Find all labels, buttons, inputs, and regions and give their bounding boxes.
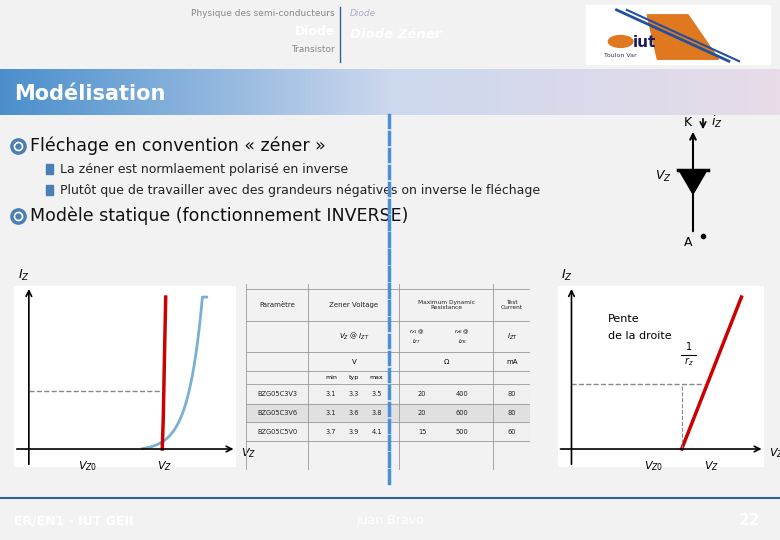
Text: 4.1: 4.1 <box>371 429 382 435</box>
Text: $1$: $1$ <box>685 340 692 352</box>
Bar <box>246 404 530 422</box>
Text: $r_{zK}$ @
$I_{ZK}$: $r_{zK}$ @ $I_{ZK}$ <box>454 327 470 346</box>
Text: $I_Z$: $I_Z$ <box>561 267 573 282</box>
Text: $r_{z1}$ @
$I_{ZT}$: $r_{z1}$ @ $I_{ZT}$ <box>409 327 424 346</box>
Text: 22: 22 <box>739 513 760 528</box>
Text: $V_Z$: $V_Z$ <box>769 446 780 460</box>
Text: BZG05C3V3: BZG05C3V3 <box>257 392 297 397</box>
Bar <box>246 422 530 441</box>
Text: $V_Z$: $V_Z$ <box>704 459 719 472</box>
Text: $I_Z$: $I_Z$ <box>18 267 30 282</box>
Text: 80: 80 <box>508 392 516 397</box>
Text: 600: 600 <box>456 410 469 416</box>
Text: ER/EN1 - IUT GEII: ER/EN1 - IUT GEII <box>14 514 133 527</box>
Text: Paramètre: Paramètre <box>259 302 295 308</box>
Text: 80: 80 <box>508 410 516 416</box>
Text: 20: 20 <box>418 410 427 416</box>
Text: min: min <box>325 375 337 380</box>
Text: Zener Voltage: Zener Voltage <box>329 302 378 308</box>
Text: A: A <box>684 235 693 248</box>
Text: 15: 15 <box>418 429 427 435</box>
Polygon shape <box>679 170 707 194</box>
Text: Maximum Dynamic
Resistance: Maximum Dynamic Resistance <box>418 300 475 310</box>
Text: 3.3: 3.3 <box>349 392 359 397</box>
Text: max: max <box>370 375 384 380</box>
Text: 3.7: 3.7 <box>326 429 336 435</box>
Text: mA: mA <box>506 359 518 364</box>
Bar <box>46 164 53 174</box>
Text: 3.1: 3.1 <box>326 392 336 397</box>
Text: $V_{Z0}$: $V_{Z0}$ <box>79 459 98 472</box>
Text: $V_Z$: $V_Z$ <box>158 459 172 472</box>
Text: BZG05C3V6: BZG05C3V6 <box>257 410 297 416</box>
Text: 3.8: 3.8 <box>371 410 382 416</box>
Text: $V_Z$: $V_Z$ <box>655 168 672 184</box>
Text: Toulon Var: Toulon Var <box>604 53 637 58</box>
Text: $V_Z$: $V_Z$ <box>241 446 257 460</box>
Text: 400: 400 <box>456 392 469 397</box>
Text: 20: 20 <box>418 392 427 397</box>
Text: $i_Z$: $i_Z$ <box>711 114 722 130</box>
Text: Diode: Diode <box>350 9 376 17</box>
Text: Pente: Pente <box>608 314 640 325</box>
Text: Fléchage en convention « zéner »: Fléchage en convention « zéner » <box>30 137 326 156</box>
Text: Diode Zéner: Diode Zéner <box>350 28 441 40</box>
Text: Plutôt que de travailler avec des grandeurs négatives on inverse le fléchage: Plutôt que de travailler avec des grande… <box>60 184 540 197</box>
Bar <box>246 385 530 404</box>
Text: Modélisation: Modélisation <box>14 84 165 104</box>
Text: Ω: Ω <box>444 359 449 364</box>
Text: 3.5: 3.5 <box>371 392 382 397</box>
Text: de la droite: de la droite <box>608 330 672 341</box>
Text: typ: typ <box>349 375 359 380</box>
Text: $r_z$: $r_z$ <box>684 355 693 368</box>
Polygon shape <box>647 15 718 59</box>
Text: $V_Z$ @ $I_{ZT}$: $V_Z$ @ $I_{ZT}$ <box>339 331 369 342</box>
Text: BZG05C5V0: BZG05C5V0 <box>257 429 297 435</box>
Text: Juan Bravo: Juan Bravo <box>356 514 424 527</box>
Circle shape <box>608 36 633 48</box>
Text: Test
Current: Test Current <box>501 300 523 310</box>
Text: Diode: Diode <box>295 24 335 38</box>
Text: 3.9: 3.9 <box>349 429 359 435</box>
Text: iut: iut <box>633 36 656 50</box>
Text: 3.1: 3.1 <box>326 410 336 416</box>
Text: V: V <box>352 359 356 364</box>
Text: La zéner est normlaement polarisé en inverse: La zéner est normlaement polarisé en inv… <box>60 163 348 176</box>
Text: 500: 500 <box>456 429 469 435</box>
Text: 60: 60 <box>508 429 516 435</box>
Text: Transistor: Transistor <box>291 45 335 53</box>
Bar <box>46 185 53 195</box>
Bar <box>586 5 770 64</box>
Text: Modèle statique (fonctionnement INVERSE): Modèle statique (fonctionnement INVERSE) <box>30 207 409 225</box>
Text: Physique des semi-conducteurs: Physique des semi-conducteurs <box>191 9 335 17</box>
Text: 3.6: 3.6 <box>349 410 359 416</box>
Text: K: K <box>684 116 692 129</box>
Text: $V_{Z0}$: $V_{Z0}$ <box>644 459 664 472</box>
Text: $I_{ZT}$: $I_{ZT}$ <box>506 332 517 342</box>
